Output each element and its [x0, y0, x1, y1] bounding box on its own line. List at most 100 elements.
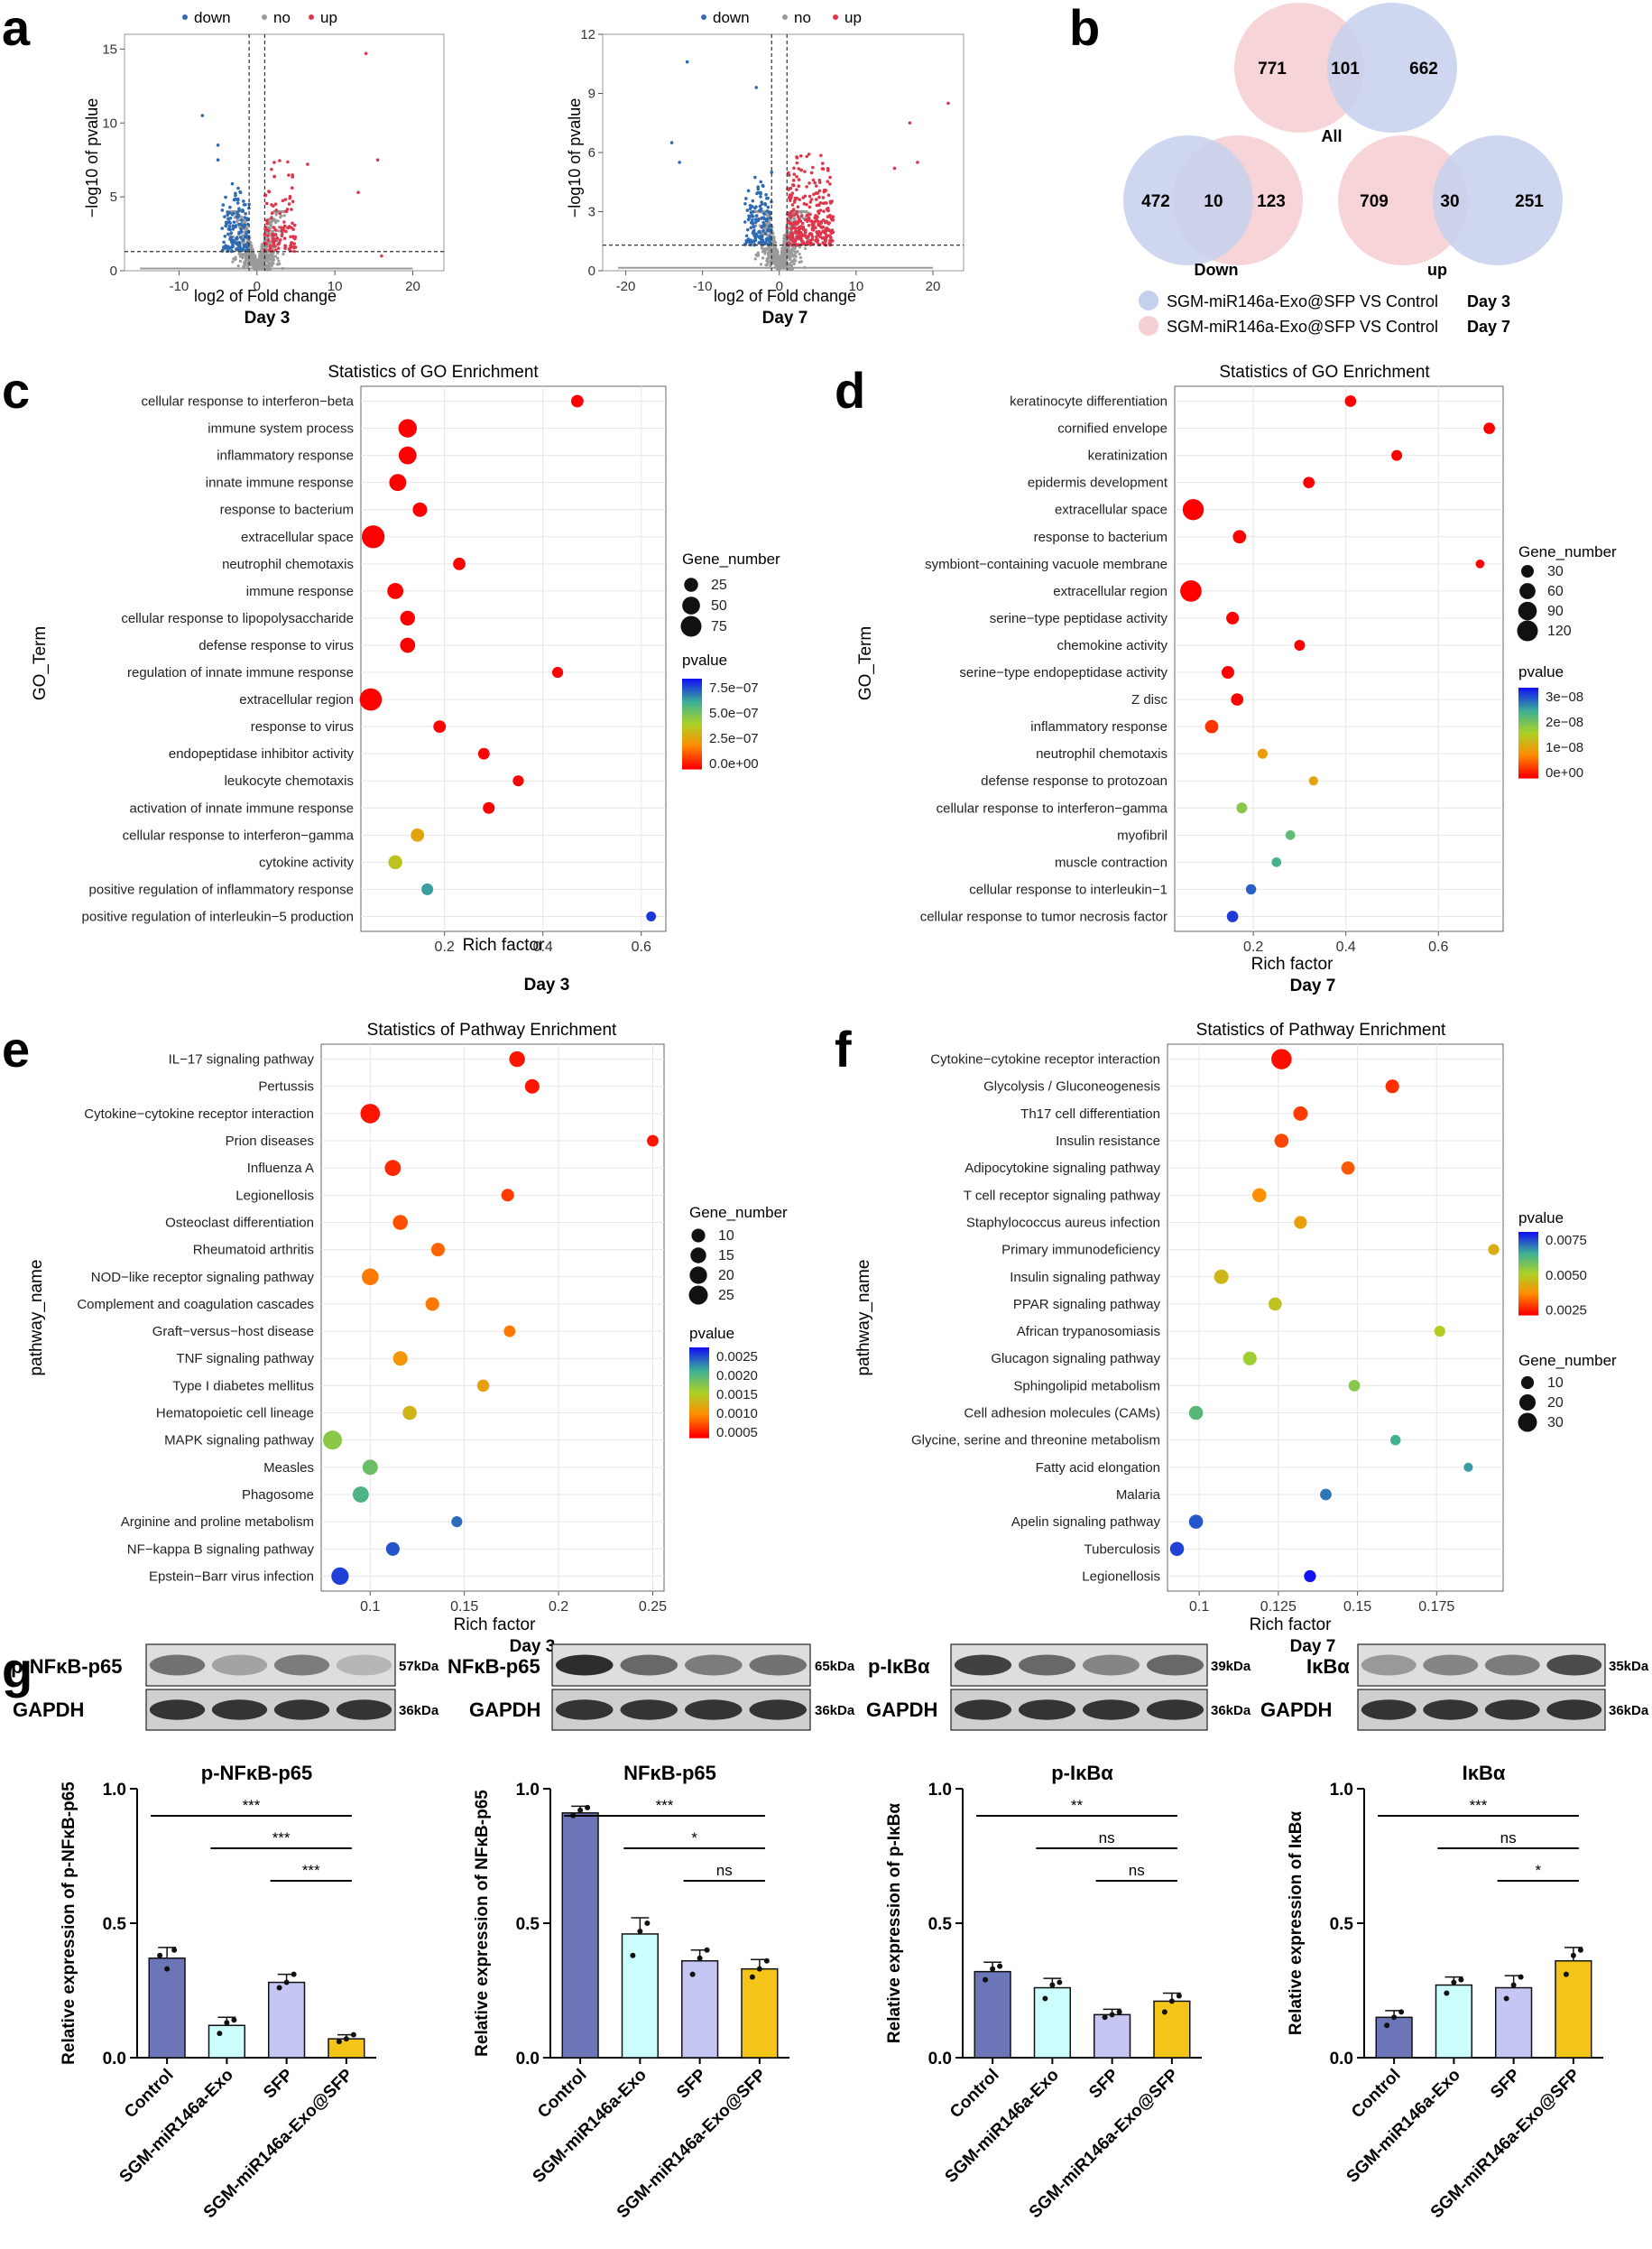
point-up	[282, 236, 287, 240]
point-up	[819, 153, 823, 158]
size-legend-dot	[1517, 620, 1538, 642]
colorbar-segment	[689, 1370, 709, 1374]
point-up	[797, 226, 801, 230]
colorbar-segment	[1518, 733, 1538, 736]
point-up	[817, 195, 821, 199]
term-label: extracellular space	[1055, 503, 1167, 518]
point-no	[259, 260, 263, 264]
point-up	[268, 245, 272, 249]
y-tick-label: 0	[588, 264, 595, 279]
venn-legend: SGM-miR146a-Exo@SFP VS Control Day 3 SGM…	[1139, 291, 1510, 336]
colorbar-segment	[682, 735, 702, 738]
point-up	[826, 166, 830, 171]
colorbar-segment	[1518, 1264, 1538, 1268]
colorbar-segment	[1518, 1283, 1538, 1287]
colorbar-label: 3e−08	[1546, 690, 1583, 705]
y-tick-label: 0.5	[928, 1915, 953, 1934]
term-label: cellular response to tumor necrosis fact…	[920, 909, 1167, 924]
colorbar-segment	[689, 1381, 709, 1384]
point-down	[765, 237, 769, 241]
venn-up-right: 251	[1515, 192, 1544, 211]
bar	[1375, 2016, 1413, 2059]
term-label: immune system process	[208, 421, 354, 437]
point-down	[759, 236, 763, 241]
colorbar-segment	[1518, 1237, 1538, 1241]
bar-chart-ylabel: Relative expression of NFκB-p65	[473, 1790, 492, 2057]
term-label: symbiont−containing vacuole membrane	[925, 557, 1167, 572]
data-point	[990, 1966, 996, 1972]
colorbar-segment	[1518, 1309, 1538, 1311]
point-no	[765, 223, 769, 227]
point-down	[236, 186, 240, 190]
bubble-point	[1285, 829, 1296, 840]
point-up	[795, 236, 799, 240]
point-down	[235, 198, 240, 202]
colorbar-segment	[1518, 1288, 1538, 1291]
x-tick-label: -10	[693, 279, 713, 294]
blot-band	[1082, 1654, 1140, 1676]
point-up	[817, 211, 821, 215]
bubble-point	[1303, 477, 1315, 489]
point-up	[286, 160, 290, 164]
colorbar-segment	[1518, 719, 1538, 723]
go-xlabel-d: Rich factor	[1251, 955, 1334, 974]
kegg-xlabel-e: Rich factor	[454, 1615, 536, 1634]
dynamic-layer: -10 0 10 20 0 5 10 15 -20 -10 0 10 20 0 3 6 9 12 cellular …	[60, 27, 1606, 2222]
colorbar-label: 7.5e−07	[709, 680, 759, 696]
x-tick-label: 0.1	[360, 1599, 380, 1615]
point-up	[800, 221, 805, 226]
kegg-xlabel-f: Rich factor	[1250, 1615, 1332, 1634]
point-down	[234, 236, 238, 241]
point-up	[278, 238, 282, 242]
data-point	[1518, 1974, 1524, 1980]
legend-down: down	[713, 9, 750, 26]
legend-color-title-c: pvalue	[682, 652, 727, 669]
term-label: Z disc	[1131, 692, 1168, 708]
point-down	[234, 193, 237, 198]
colorbar-segment	[682, 715, 702, 718]
plot-frame	[360, 385, 667, 932]
point-up	[793, 196, 798, 200]
point-no	[266, 259, 270, 264]
colorbar-label: 0.0075	[1546, 1233, 1587, 1248]
point-down	[245, 217, 249, 220]
term-label: Rheumatoid arthritis	[193, 1243, 314, 1258]
y-tick-label: 1.0	[103, 1781, 126, 1800]
colorbar-segment	[1518, 1306, 1538, 1310]
blot-gkda-3: 36kDa	[1211, 1703, 1251, 1718]
point-down	[744, 234, 749, 238]
colorbar-segment	[689, 1388, 709, 1392]
point-up	[807, 223, 811, 227]
point-up	[808, 212, 812, 217]
point-down	[230, 212, 235, 217]
point-up	[290, 241, 293, 245]
point-up	[804, 217, 808, 222]
venn-up: 709 30 251 up	[1338, 135, 1563, 279]
size-legend-dot	[688, 1285, 708, 1305]
venn-up-name: up	[1427, 261, 1447, 279]
term-label: Cell adhesion molecules (CAMs)	[964, 1406, 1160, 1421]
point-down	[245, 241, 250, 245]
point-up	[291, 173, 294, 177]
term-label: myofibril	[1117, 828, 1167, 843]
bubble-point	[1188, 1405, 1204, 1421]
bar	[1555, 1959, 1592, 2059]
colorbar-segment	[689, 1402, 709, 1405]
blot-band	[1082, 1699, 1140, 1720]
y-tick-label: 1.0	[928, 1781, 952, 1800]
point-up	[822, 236, 826, 240]
colorbar-label: 2e−08	[1546, 715, 1583, 730]
point-up	[273, 248, 278, 252]
data-point	[231, 2017, 237, 2023]
point-up	[265, 234, 270, 237]
point-down	[743, 220, 747, 224]
colorbar-segment	[1518, 1246, 1538, 1249]
point-outlier	[770, 171, 774, 174]
point-down	[757, 240, 761, 245]
bar-chart-title: p-NFκB-p65	[201, 1762, 312, 1784]
y-tick-label: 0.5	[516, 1915, 540, 1934]
data-point	[1503, 1995, 1509, 2002]
point-up	[813, 219, 817, 224]
point-down	[759, 195, 762, 199]
blot-band	[211, 1699, 268, 1720]
